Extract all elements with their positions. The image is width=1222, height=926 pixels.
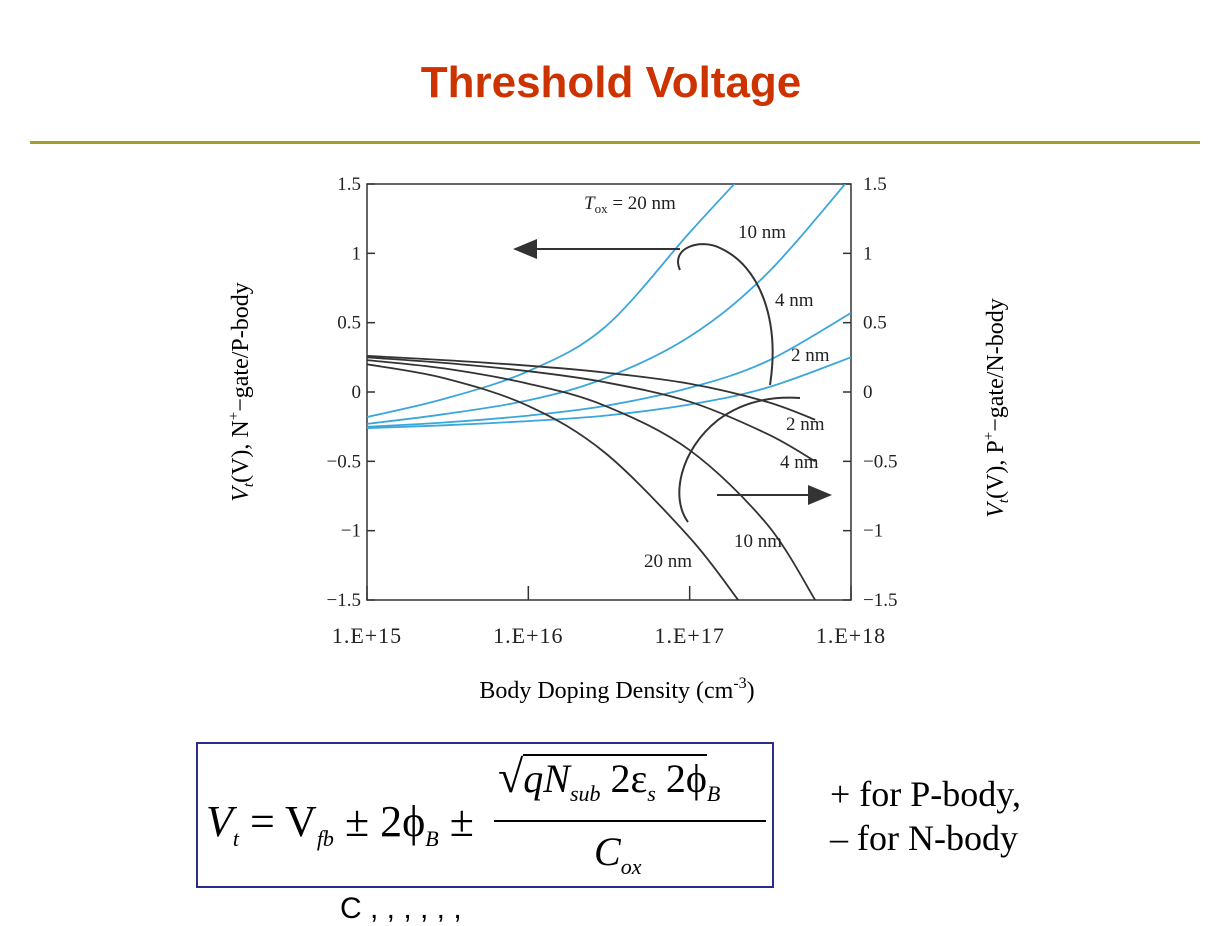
left-axis-plus: + [226, 412, 242, 420]
left-axis-v: V [228, 485, 254, 502]
series-line-left-20nm [367, 363, 739, 600]
series-line-left-4nm [367, 356, 816, 463]
label-top-2nm: 2 nm [791, 345, 830, 366]
right-tick-label: −0.5 [863, 451, 897, 472]
x-axis-label: Body Doping Density (cm-3) [479, 675, 754, 704]
label-bottom-4nm: 4 nm [780, 452, 819, 473]
note-n-body: – for N-body [830, 818, 1018, 858]
label-top-10nm: 10 nm [738, 222, 786, 243]
left-tick-label: 0 [352, 382, 362, 403]
label-bottom-20nm: 20 nm [644, 551, 692, 572]
num-sub: sub [569, 781, 601, 806]
right-axis-label: Vt(V), P+−gate/N-body [981, 298, 1012, 517]
threshold-voltage-chart: 1.5 1 0.5 0 −0.5 −1 −1.5 1.5 1 0.5 0 −0.5 −1 −1.5 1.… [226, 174, 1012, 704]
right-axis-t: t [996, 498, 1012, 503]
series-line-left-10nm [367, 359, 816, 600]
right-tick-group: 1.5 1 0.5 0 −0.5 −1 −1.5 [843, 174, 897, 611]
den-ox: ox [620, 854, 642, 879]
x-tick-label: 1.E+17 [654, 623, 724, 648]
num-b: B [706, 781, 721, 806]
series-line-left-2nm [367, 355, 816, 421]
label-bottom-10nm: 10 nm [734, 531, 782, 552]
left-axis-t: t [241, 482, 257, 487]
formula-v: V [206, 797, 233, 846]
formula-lhs: Vt = Vfb ± 2ϕB ± [206, 796, 474, 852]
series-line-right-4nm [367, 312, 851, 428]
bottom-bracket [678, 396, 801, 523]
right-axis-gate: −gate/N-body [983, 298, 1009, 432]
fraction-bar [494, 820, 766, 822]
cut-off-text: C , , , , , , [340, 892, 462, 925]
right-tick-label: 1.5 [863, 174, 887, 195]
tox-label: Tox = 20 nm [584, 193, 676, 216]
x-tick-group: 1.E+15 1.E+16 1.E+17 1.E+18 [332, 586, 886, 648]
left-tick-label: −1 [341, 521, 361, 542]
left-tick-label: 1 [352, 243, 362, 264]
formula-fb-sub: fb [316, 825, 334, 851]
left-tick-group: 1.5 1 0.5 0 −0.5 −1 −1.5 [327, 174, 375, 611]
formula-b-sub: B [425, 825, 439, 851]
title-divider [30, 141, 1200, 144]
left-axis-unit: (V), N [228, 420, 254, 483]
formula-denominator: Cox [594, 828, 641, 880]
x-axis-label-exp: -3 [733, 675, 746, 692]
series-line-right-2nm [367, 356, 851, 429]
num-s: s [647, 781, 656, 806]
sign-notes: + for P-body, – for N-body [830, 772, 1021, 860]
left-tick-label: 1.5 [337, 174, 361, 195]
left-axis-label: Vt(V), N+−gate/P-body [226, 282, 257, 501]
formula-t-sub: t [232, 825, 240, 851]
right-tick-label: −1 [863, 521, 883, 542]
label-bottom-2nm: 2 nm [786, 414, 825, 435]
sqrt-icon: √ [498, 751, 524, 802]
num-phi: 2ϕ [655, 756, 707, 801]
radicand: qNsub 2εs 2ϕ [523, 754, 707, 806]
right-tick-label: 0.5 [863, 313, 887, 334]
tox-subscript: ox [595, 201, 609, 216]
note-p-body: + for P-body, [830, 774, 1021, 814]
label-top-4nm: 4 nm [775, 290, 814, 311]
threshold-formula-box: Vt = Vfb ± 2ϕB ± √qNsub 2εs 2ϕB Cox [196, 742, 774, 888]
right-tick-label: 1 [863, 243, 873, 264]
right-axis-plus: + [981, 432, 997, 440]
left-tick-label: 0.5 [337, 313, 361, 334]
left-tick-label: −0.5 [327, 451, 361, 472]
formula-pm1: ± 2ϕ [333, 797, 426, 846]
left-tick-label: −1.5 [327, 590, 361, 611]
formula-pm2: ± [438, 797, 474, 846]
top-bracket [677, 243, 774, 386]
x-tick-label: 1.E+18 [816, 623, 886, 648]
right-tick-label: 0 [863, 382, 873, 403]
num-eps: 2ε [600, 756, 648, 801]
right-axis-v: V [983, 501, 1009, 518]
left-axis-gate: −gate/P-body [228, 282, 254, 412]
right-tick-label: −1.5 [863, 590, 897, 611]
tox-symbol: T [584, 193, 596, 214]
x-tick-label: 1.E+16 [493, 623, 563, 648]
x-axis-label-close: ) [747, 678, 755, 704]
series-line-right-20nm [367, 184, 736, 418]
series-group [367, 184, 851, 600]
den-c: C [594, 829, 621, 874]
x-axis-label-main: Body Doping Density (cm [479, 678, 733, 704]
x-tick-label: 1.E+15 [332, 623, 402, 648]
slide-title: Threshold Voltage [420, 58, 802, 107]
right-axis-unit: (V), P [983, 440, 1009, 499]
formula-eq: = V [239, 797, 317, 846]
formula-numerator: √qNsub 2εs 2ϕB [498, 750, 720, 807]
num-qn: qN [523, 756, 570, 801]
tox-value: = 20 nm [608, 193, 676, 214]
series-line-right-10nm [367, 184, 847, 425]
